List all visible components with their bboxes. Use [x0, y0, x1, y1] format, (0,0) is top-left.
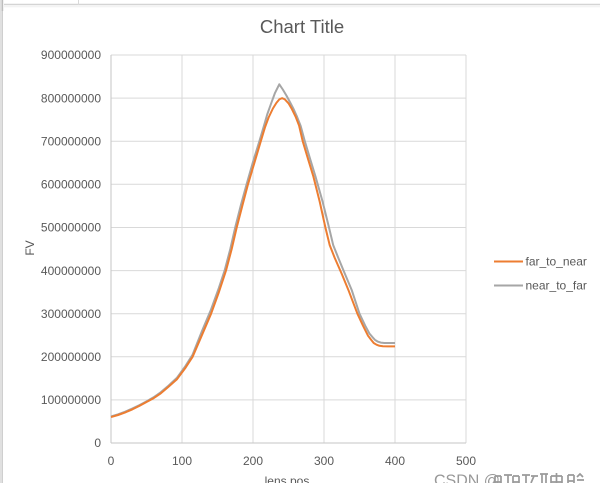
svg-text:500000000: 500000000	[41, 221, 101, 235]
svg-text:600000000: 600000000	[41, 178, 101, 192]
svg-text:400000000: 400000000	[41, 264, 101, 278]
svg-text:0: 0	[108, 454, 115, 468]
svg-text:100000000: 100000000	[41, 393, 101, 407]
svg-text:FV: FV	[23, 240, 37, 255]
svg-text:700000000: 700000000	[41, 134, 101, 148]
svg-text:800000000: 800000000	[41, 91, 101, 105]
svg-text:300: 300	[314, 454, 334, 468]
svg-text:200000000: 200000000	[41, 350, 101, 364]
svg-text:200: 200	[243, 454, 263, 468]
svg-text:500: 500	[456, 454, 476, 468]
svg-text:100: 100	[172, 454, 192, 468]
svg-text:0: 0	[94, 436, 101, 450]
svg-text:Chart Title: Chart Title	[260, 16, 344, 37]
svg-text:near_to_far: near_to_far	[526, 279, 587, 293]
svg-text:900000000: 900000000	[41, 48, 101, 62]
svg-text:lens pos: lens pos	[265, 474, 310, 483]
svg-text:400: 400	[385, 454, 405, 468]
svg-text:300000000: 300000000	[41, 307, 101, 321]
svg-text:CSDN @: CSDN @	[434, 473, 500, 483]
svg-text:far_to_near: far_to_near	[526, 255, 587, 269]
